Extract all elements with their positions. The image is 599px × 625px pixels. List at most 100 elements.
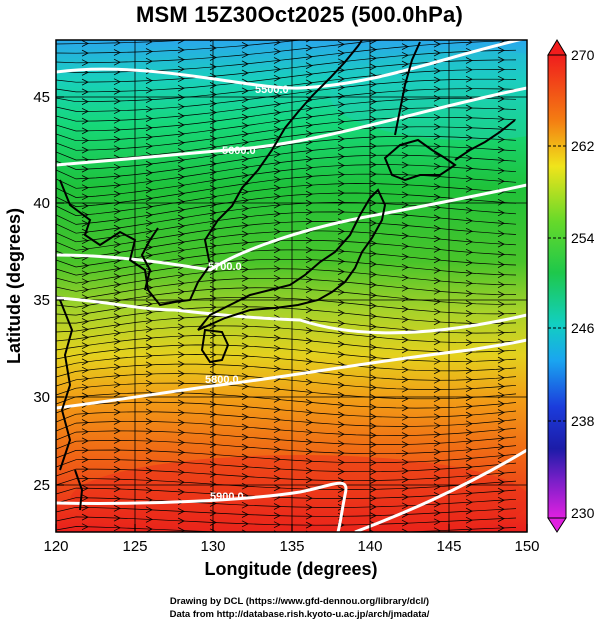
streamline-arrow xyxy=(465,463,473,471)
streamline-arrow xyxy=(401,336,409,344)
streamline-arrow xyxy=(177,527,185,532)
streamline-arrow xyxy=(434,15,440,21)
streamline-arrow xyxy=(305,70,313,78)
streamline-arrow xyxy=(273,521,281,529)
streamline-arrow xyxy=(113,281,121,288)
streamline-arrow xyxy=(337,411,345,419)
streamline-arrow xyxy=(209,63,217,71)
streamline-arrow xyxy=(402,26,408,32)
streamline-arrow xyxy=(305,409,313,416)
streamline-arrow xyxy=(337,171,345,178)
streamline-arrow xyxy=(209,250,217,258)
streamline-arrow xyxy=(369,292,377,299)
streamline-arrow xyxy=(274,30,280,36)
streamline-arrow xyxy=(81,342,89,349)
streamline-arrow xyxy=(337,247,345,255)
streamline-arrow xyxy=(241,105,249,112)
streamline-arrow xyxy=(241,443,249,451)
streamline-arrow xyxy=(497,496,505,504)
streamline-arrow xyxy=(113,505,121,512)
streamline-arrow xyxy=(241,501,249,509)
streamline-arrow xyxy=(305,358,313,365)
streamline-arrow xyxy=(81,358,89,366)
streamline-arrow xyxy=(305,337,313,345)
streamline-arrow xyxy=(369,89,377,97)
streamline-arrow xyxy=(81,137,89,144)
streamline-arrow xyxy=(177,279,185,287)
streamline-arrow xyxy=(433,338,441,346)
contour-label-5500: 5500.0 xyxy=(255,84,289,96)
streamline-arrow xyxy=(177,173,185,181)
streamline-arrow xyxy=(177,429,185,436)
streamline-arrow xyxy=(145,516,153,523)
contour-label-5800: 5800.0 xyxy=(205,374,239,386)
streamline-arrow xyxy=(369,333,377,341)
streamline-arrow xyxy=(81,117,89,125)
streamline-arrow xyxy=(433,256,441,264)
streamline-arrow xyxy=(273,465,281,473)
streamline-arrow xyxy=(305,121,313,129)
streamline-arrow xyxy=(177,439,185,446)
streamline-arrow xyxy=(177,222,185,230)
streamline-arrow xyxy=(113,381,121,389)
streamline-arrow xyxy=(337,330,345,338)
streamline-arrow xyxy=(433,518,441,526)
streamline-arrow xyxy=(305,164,313,172)
streamline-arrow xyxy=(241,196,249,204)
streamline-arrow xyxy=(177,478,185,486)
streamline-arrow xyxy=(337,459,345,466)
streamline-arrow xyxy=(338,33,344,39)
streamline-arrow xyxy=(177,238,185,246)
streamline-arrow xyxy=(401,346,409,354)
streamline-arrow xyxy=(273,512,281,519)
streamline-arrow xyxy=(241,423,249,431)
streamline-arrow xyxy=(305,327,313,334)
streamline-arrow xyxy=(433,439,441,447)
streamline-arrow xyxy=(145,326,153,333)
streamline-arrow xyxy=(433,113,441,121)
streamline-arrow xyxy=(337,449,345,457)
colorbar-label-230: 230 xyxy=(571,505,595,521)
streamline-arrow xyxy=(433,193,441,201)
streamline-arrow xyxy=(369,271,377,278)
streamline-arrow xyxy=(113,372,121,380)
streamline-arrow xyxy=(273,184,281,192)
streamline-arrow xyxy=(401,151,409,159)
colorbar-top-arrow xyxy=(547,39,567,56)
streamline-arrow xyxy=(305,503,313,511)
y-tick-label-45: 45 xyxy=(33,89,50,106)
streamline-arrow xyxy=(177,84,185,92)
streamline-arrow xyxy=(433,287,441,295)
streamline-arrow xyxy=(306,27,312,33)
streamline-arrow xyxy=(241,205,249,212)
streamline-arrow xyxy=(81,59,89,67)
streamline-arrow xyxy=(81,334,89,341)
streamline-arrow xyxy=(433,163,441,170)
streamline-arrow xyxy=(145,447,153,455)
streamline-arrow xyxy=(81,513,89,521)
streamline-arrow xyxy=(401,263,409,271)
streamline-arrow xyxy=(209,193,217,201)
streamline-arrow xyxy=(113,116,121,124)
streamline-arrow xyxy=(497,310,505,318)
streamline-arrow xyxy=(273,484,281,492)
streamline-arrow xyxy=(145,178,153,185)
streamline-arrow xyxy=(177,459,185,466)
streamline-arrow xyxy=(369,260,377,268)
streamline-arrow xyxy=(145,57,153,65)
streamline-arrow xyxy=(433,246,441,253)
streamline-arrow xyxy=(401,295,409,303)
streamline-arrow xyxy=(433,76,441,84)
streamline-arrow xyxy=(465,516,473,524)
height-contours xyxy=(56,40,527,532)
streamline-arrow xyxy=(497,329,505,337)
streamline-arrow xyxy=(401,432,409,439)
streamline-arrow xyxy=(369,384,377,391)
streamline-arrow xyxy=(305,494,313,502)
streamline-arrow xyxy=(465,66,473,74)
streamline-arrow xyxy=(433,509,441,517)
streamline-arrow xyxy=(337,109,345,117)
colorbar: 270 262 254 246 238 230 xyxy=(547,39,595,533)
streamline-arrow xyxy=(81,245,89,253)
streamline-arrow xyxy=(113,224,121,232)
